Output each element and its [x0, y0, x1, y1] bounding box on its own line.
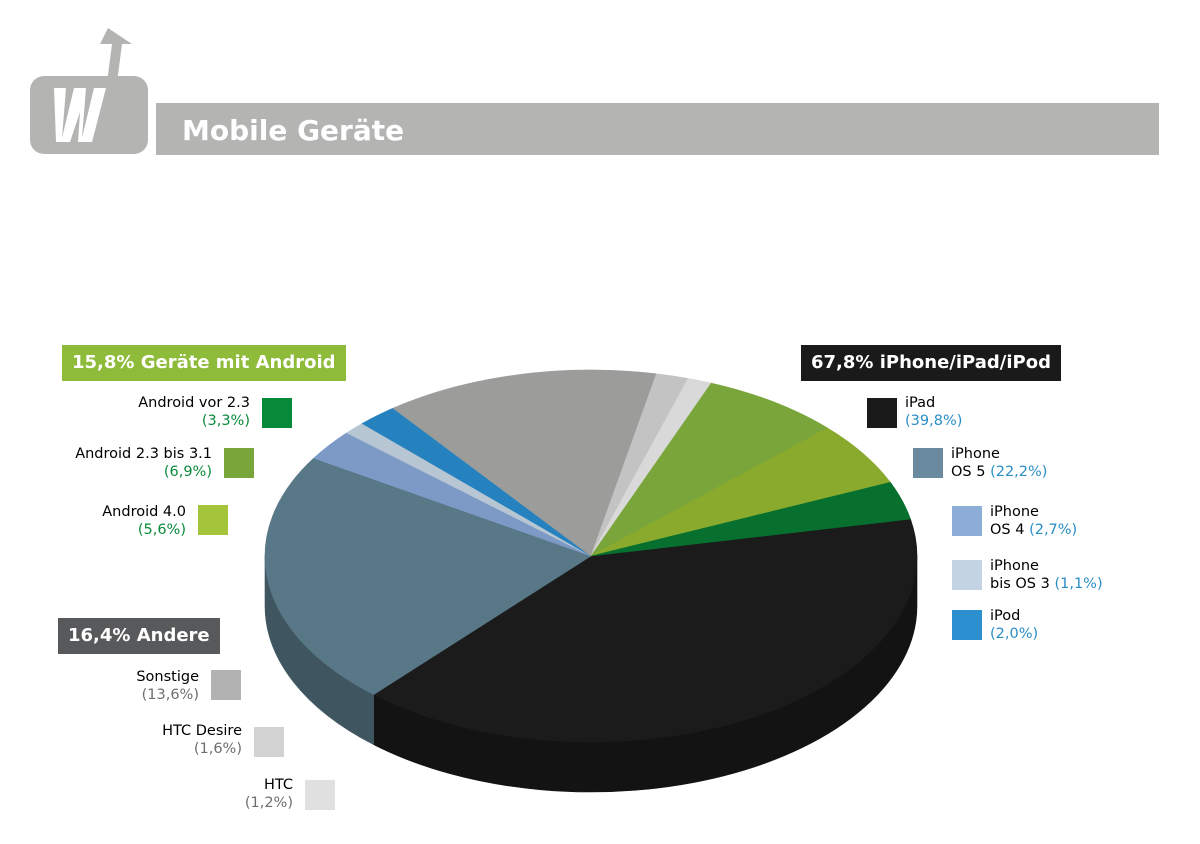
- legend-label-2: bis OS 3: [990, 576, 1050, 592]
- legend-swatch: [254, 727, 284, 757]
- legend-label: iPhone: [951, 446, 1000, 462]
- legend-label: iPad: [905, 395, 936, 411]
- legend-swatch: [952, 560, 982, 590]
- legend-label: HTC: [263, 777, 293, 793]
- pie-slice-ipad: [373, 518, 918, 743]
- group-label-android: 15,8% Geräte mit Android: [62, 345, 346, 381]
- legend-label-2: OS 5: [951, 464, 986, 480]
- legend-label: Sonstige: [136, 669, 199, 685]
- legend-pct: (22,2%): [990, 464, 1048, 480]
- pie-slice-iphone-os-5: [264, 457, 592, 695]
- legend-pct: (1,1%): [1054, 576, 1103, 592]
- legend-label: iPod: [990, 608, 1021, 624]
- legend-swatch: [211, 670, 241, 700]
- legend-label: Android vor 2.3: [138, 395, 250, 411]
- legend-swatch: [913, 448, 943, 478]
- legend-swatch: [198, 505, 228, 535]
- legend-pct: (2,0%): [990, 626, 1039, 642]
- page-title: Mobile Geräte: [182, 114, 405, 147]
- group-label-other: 16,4% Andere: [58, 618, 220, 654]
- legend-swatch: [867, 398, 897, 428]
- legend-pct: (5,6%): [137, 522, 186, 538]
- title-bar: Mobile Geräte: [156, 103, 1159, 155]
- legend-pct: (6,9%): [163, 464, 212, 480]
- legend-pct: (2,7%): [1029, 522, 1078, 538]
- legend-label: Android 4.0: [102, 504, 186, 520]
- pie-slice-android-2-3-bis-3-1: [590, 382, 829, 557]
- legend-swatch: [305, 780, 335, 810]
- company-logo: [30, 28, 148, 154]
- legend-pct: (3,3%): [201, 413, 250, 429]
- legend-pct: (13,6%): [141, 687, 199, 703]
- pie-slice-android-vor-2-3: [590, 481, 911, 557]
- legend-label: HTC Desire: [162, 723, 242, 739]
- legend-label: iPhone: [990, 558, 1039, 574]
- legend-swatch: [952, 506, 982, 536]
- legend-swatch: [224, 448, 254, 478]
- pie-slice-sonstige: [392, 369, 657, 557]
- legend-label: Android 2.3 bis 3.1: [75, 446, 212, 462]
- legend-pct: (1,2%): [244, 795, 293, 811]
- group-label-apple: 67,8% iPhone/iPad/iPod: [801, 345, 1061, 381]
- legend-swatch: [262, 398, 292, 428]
- legend-swatch: [952, 610, 982, 640]
- legend-label-2: OS 4: [990, 522, 1025, 538]
- legend-label: iPhone: [990, 504, 1039, 520]
- legend-pct: (39,8%): [905, 413, 963, 429]
- legend-pct: (1,6%): [193, 741, 242, 757]
